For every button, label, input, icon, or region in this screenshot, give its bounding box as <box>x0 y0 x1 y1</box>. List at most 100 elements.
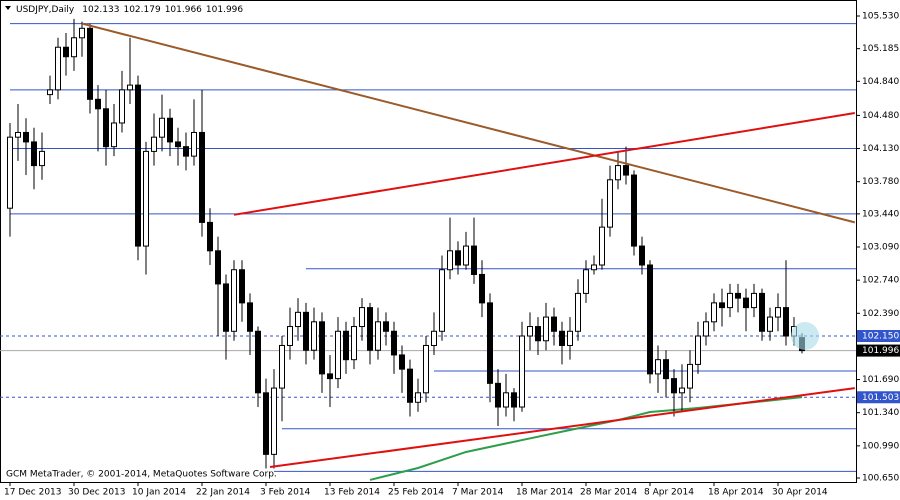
price-label: 101.503 <box>862 393 899 403</box>
candle-body <box>487 302 493 384</box>
candle-body <box>79 27 85 39</box>
candle-body <box>759 292 765 332</box>
candle-body <box>551 316 557 332</box>
candle-body <box>711 302 717 323</box>
candle-body <box>303 311 309 351</box>
price-label-box <box>857 391 900 404</box>
candle-body <box>655 359 661 375</box>
candle-body <box>135 84 141 247</box>
candle-body <box>767 316 773 332</box>
candle-body <box>615 165 621 181</box>
candle-body <box>367 307 373 351</box>
candle-body <box>63 46 69 58</box>
candle-body <box>335 330 341 380</box>
ohlc-open: 102.133 <box>82 5 119 15</box>
candle-body <box>455 250 461 266</box>
plot-frame <box>0 0 857 483</box>
candle-body <box>47 89 53 96</box>
ohlc-low: 101.966 <box>165 5 202 15</box>
candle-body <box>479 273 485 304</box>
candle-body <box>319 321 325 375</box>
candle-body <box>39 150 45 167</box>
candle-body <box>623 165 629 176</box>
candle-body <box>687 363 693 389</box>
y-tick-label: 103.780 <box>862 177 899 187</box>
candle-body <box>231 269 237 332</box>
candle-body <box>543 316 549 342</box>
candle-body <box>415 392 421 403</box>
candle-body <box>7 136 13 209</box>
candle-body <box>127 84 133 91</box>
candle-body <box>87 27 93 100</box>
candle-body <box>223 283 229 332</box>
y-tick-label: 105.530 <box>862 12 899 22</box>
candle-body <box>727 292 733 309</box>
candle-body <box>719 302 725 309</box>
x-tick-label: 30 Apr 2014 <box>772 488 828 498</box>
footer: GCM MetaTrader, © 2001-2014, MetaQuotes … <box>6 470 277 480</box>
candle-body <box>343 330 349 361</box>
price-label: 101.996 <box>862 346 899 356</box>
candle-body <box>599 226 605 266</box>
candle-body <box>143 150 149 247</box>
y-tick-label: 104.840 <box>862 77 899 87</box>
trendline <box>233 112 855 216</box>
candle-body <box>191 131 197 157</box>
candle-body <box>735 292 741 299</box>
candle-body <box>375 321 381 351</box>
candle-body <box>55 46 61 91</box>
candle-body <box>351 326 357 361</box>
candle-body <box>399 354 405 370</box>
candle-body <box>527 326 533 337</box>
candle-body <box>559 330 565 346</box>
y-tick-label: 103.090 <box>862 243 899 253</box>
candle-body <box>423 344 429 394</box>
candle-body <box>183 146 189 157</box>
candle-body <box>511 392 517 408</box>
y-tick-label: 101.690 <box>862 375 899 385</box>
candle-body <box>23 131 29 143</box>
candle-body <box>591 264 597 271</box>
candle-body <box>439 269 445 332</box>
y-tick-label: 105.185 <box>862 44 899 54</box>
candle-body <box>743 297 749 309</box>
candle-body <box>463 245 469 266</box>
candle-body <box>207 221 213 252</box>
x-tick-label: 28 Mar 2014 <box>580 488 637 498</box>
candle-body <box>119 89 125 124</box>
candle-body <box>495 382 501 408</box>
candle-body <box>151 136 157 152</box>
y-tick-label: 100.990 <box>862 441 899 451</box>
candle-body <box>239 269 245 304</box>
chart-header: USDJPY,Daily 102.133 102.179 101.966 101.996 <box>16 5 243 15</box>
candle-body <box>647 264 653 375</box>
candle-body <box>631 174 637 247</box>
y-tick-label: 102.390 <box>862 309 899 319</box>
y-tick-label: 104.480 <box>862 111 899 121</box>
candle-body <box>391 330 397 356</box>
ohlc-close: 101.996 <box>206 5 243 15</box>
y-tick-label: 102.740 <box>862 276 899 286</box>
y-tick-label: 101.340 <box>862 408 899 418</box>
candle-body <box>639 245 645 266</box>
x-tick-label: 7 Mar 2014 <box>452 488 504 498</box>
candle-body <box>775 307 781 318</box>
x-tick-label: 13 Feb 2014 <box>324 488 380 498</box>
candle-body <box>111 122 117 148</box>
candle-body <box>287 326 293 346</box>
candle-body <box>519 335 525 408</box>
candle-body <box>327 373 333 380</box>
candle-body <box>663 359 669 380</box>
candle-body <box>607 179 613 228</box>
x-tick-label: 18 Apr 2014 <box>708 488 764 498</box>
candle-body <box>471 245 477 275</box>
menu-arrow[interactable] <box>5 6 11 10</box>
candle-body <box>15 131 21 138</box>
ohlc-high: 102.179 <box>123 5 160 15</box>
candle-body <box>71 37 77 58</box>
y-tick-label: 100.650 <box>862 474 899 484</box>
x-tick-label: 22 Jan 2014 <box>196 488 250 498</box>
candle-body <box>95 98 101 110</box>
x-tick-label: 17 Dec 2013 <box>4 488 62 498</box>
